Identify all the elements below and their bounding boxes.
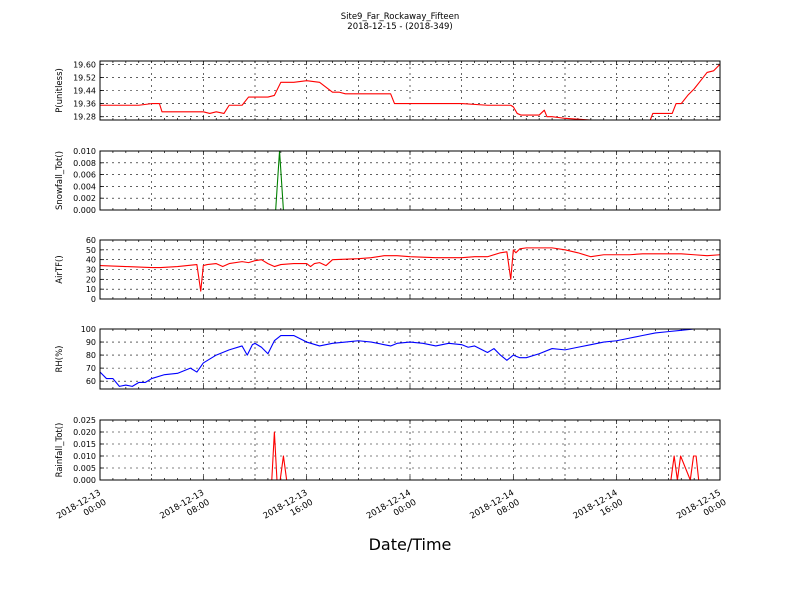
x-axis-label: Date/Time bbox=[369, 535, 452, 554]
y-tick-label: 0.002 bbox=[73, 194, 96, 203]
y-tick-label: 60 bbox=[86, 377, 96, 386]
subplot-rainfall: 0.000 0.005 0.010 0.015 0.020 0.025 Rainfall_T… bbox=[55, 416, 721, 485]
y-tick-label: 100 bbox=[81, 325, 96, 334]
y-axis-label: P(unitless) bbox=[55, 68, 65, 113]
y-tick-label: 0.000 bbox=[73, 206, 96, 215]
y-tick-label: 60 bbox=[86, 236, 96, 245]
y-tick-label: 50 bbox=[86, 246, 96, 255]
series-line-rh bbox=[99, 328, 720, 387]
y-tick-label: 90 bbox=[86, 338, 96, 347]
y-tick-label: 0.006 bbox=[73, 171, 96, 180]
y-tick-label: 0.004 bbox=[73, 182, 96, 191]
y-tick-label: 0.025 bbox=[73, 416, 96, 425]
subplots: 19.28 19.36 19.44 19.52 19.60 P(unitless) 0.00… bbox=[55, 60, 721, 485]
y-tick-label: 19.44 bbox=[73, 87, 96, 96]
y-axis-label: RH(%) bbox=[55, 345, 65, 372]
subplot-pressure: 19.28 19.36 19.44 19.52 19.60 P(unitless) bbox=[55, 60, 721, 122]
y-tick-label: 0.000 bbox=[73, 476, 96, 485]
plot-frame bbox=[99, 328, 721, 390]
y-tick-label: 0.010 bbox=[73, 147, 96, 156]
y-tick-label: 19.28 bbox=[73, 113, 96, 122]
y-tick-label: 20 bbox=[86, 275, 96, 284]
plot-frame bbox=[99, 239, 721, 300]
y-axis-label: AirTF() bbox=[55, 255, 65, 283]
subplot-snowfall: 0.000 0.002 0.004 0.006 0.008 0.010 Snowfall_T… bbox=[55, 147, 721, 215]
chart-subtitle: 2018-12-15 - (2018-349) bbox=[347, 22, 452, 32]
y-tick-label: 10 bbox=[86, 285, 96, 294]
series-line-pressure bbox=[100, 63, 721, 121]
y-tick-label: 0.008 bbox=[73, 159, 96, 168]
y-tick-label: 19.36 bbox=[73, 100, 96, 109]
y-tick-label: 19.60 bbox=[73, 60, 96, 69]
y-tick-label: 0.015 bbox=[73, 440, 96, 449]
plot-frame bbox=[99, 150, 721, 211]
plot-frame bbox=[99, 60, 721, 121]
y-tick-label: 80 bbox=[86, 351, 96, 360]
y-tick-label: 19.52 bbox=[73, 73, 96, 82]
y-tick-label: 0.005 bbox=[73, 464, 96, 473]
series-line-air-temp bbox=[99, 247, 721, 292]
subplot-rh: 60 70 80 90 100 RH(%) bbox=[55, 325, 721, 390]
y-axis-label: Rainfall_Tot() bbox=[55, 423, 65, 478]
y-tick-label: 0.020 bbox=[73, 428, 96, 437]
y-tick-label: 0 bbox=[91, 295, 96, 304]
y-tick-label: 30 bbox=[86, 266, 96, 275]
plot-frame bbox=[99, 419, 721, 481]
y-axis-label: Snowfall_Tot() bbox=[55, 151, 65, 210]
y-tick-label: 0.010 bbox=[73, 452, 96, 461]
y-tick-label: 70 bbox=[86, 364, 96, 373]
chart-title: Site9_Far_Rockaway_Fifteen bbox=[341, 12, 460, 22]
y-tick-label: 40 bbox=[86, 256, 96, 265]
